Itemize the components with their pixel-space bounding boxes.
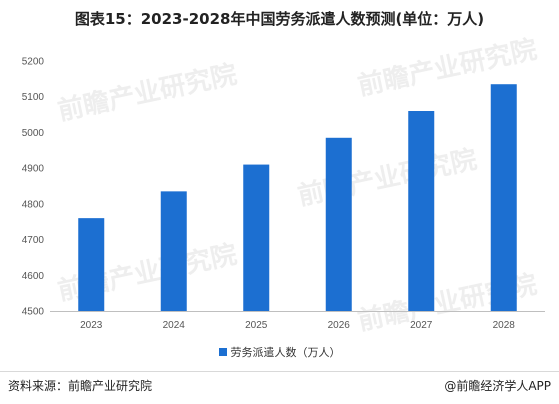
- source-note: 资料来源：前瞻产业研究院: [8, 379, 153, 393]
- bar-2027: [408, 111, 435, 311]
- x-tick-label: 2023: [80, 320, 103, 331]
- y-tick-label: 4700: [22, 235, 45, 246]
- y-axis-ticks: 4500 4600 4700 4800 4900 5000 5100 5200: [22, 57, 45, 318]
- chart-title: 图表15：2023-2028年中国劳务派遣人数预测(单位：万人): [74, 10, 485, 28]
- y-tick-label: 5200: [22, 57, 45, 68]
- watermark-text: 前瞻产业研究院: [55, 59, 239, 127]
- y-tick-label: 4900: [22, 164, 45, 175]
- bar-2028: [490, 84, 517, 311]
- bar-2025: [243, 164, 270, 311]
- brand-credit: @前瞻经济学人APP: [444, 379, 551, 393]
- y-tick-label: 4500: [22, 307, 45, 318]
- watermark-text: 前瞻产业研究院: [295, 144, 479, 212]
- x-axis-ticks: 2023 2024 2025 2026 2027 2028: [80, 320, 515, 331]
- footer-divider: [0, 371, 559, 372]
- legend: 劳务派遣人数（万人）: [0, 344, 559, 360]
- bars-group: [78, 84, 517, 311]
- bar-2026: [325, 137, 352, 311]
- x-tick-label: 2025: [245, 320, 268, 331]
- bar-2024: [160, 191, 187, 311]
- bar-2023: [78, 218, 105, 311]
- x-tick-label: 2027: [410, 320, 433, 331]
- x-tick-label: 2024: [163, 320, 186, 331]
- x-tick-label: 2028: [493, 320, 516, 331]
- legend-label: 劳务派遣人数（万人）: [230, 346, 341, 359]
- y-tick-label: 4600: [22, 271, 45, 282]
- y-tick-label: 5000: [22, 128, 45, 139]
- y-tick-label: 5100: [22, 92, 45, 103]
- x-tick-label: 2026: [328, 320, 351, 331]
- legend-swatch: [218, 348, 227, 356]
- y-tick-label: 4800: [22, 199, 45, 210]
